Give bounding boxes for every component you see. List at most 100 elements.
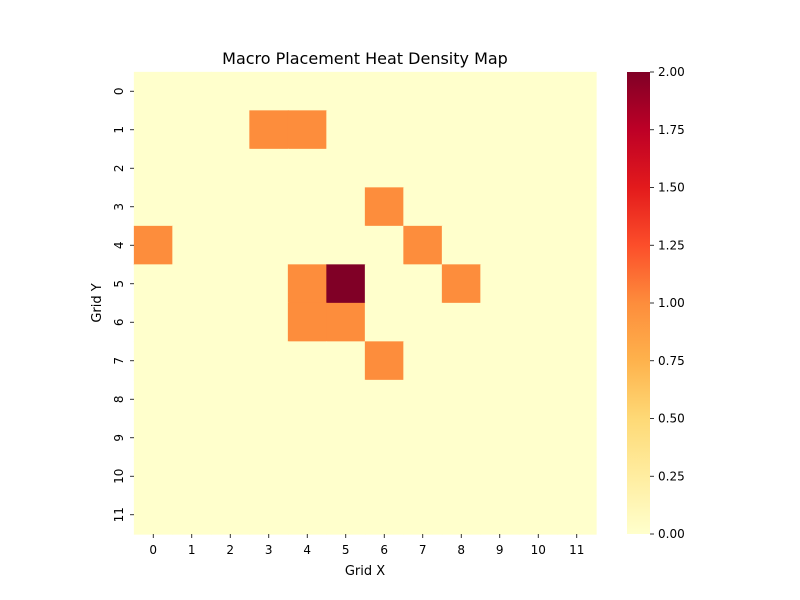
heatmap-cell (557, 341, 597, 381)
x-tick-label: 6 (380, 543, 388, 557)
heatmap-cell (210, 187, 251, 227)
heatmap-cell (172, 71, 212, 112)
heatmap-cell (557, 71, 597, 112)
heatmap-cell (518, 264, 559, 304)
heatmap-cell (210, 302, 251, 343)
heatmap-cell (172, 110, 212, 150)
heatmap-cell (557, 187, 597, 227)
heatmap-cell (172, 418, 212, 458)
heatmap-cell (133, 187, 174, 227)
heatmap-cell (326, 379, 366, 420)
heatmap-cell (287, 110, 328, 150)
y-tick-label: 6 (112, 318, 126, 326)
heatmap-cell (557, 264, 597, 304)
heatmap-cell (518, 341, 559, 381)
colorbar-tick-label: 1.25 (658, 238, 685, 252)
heatmap-cell (326, 264, 366, 304)
heatmap-cell (249, 71, 289, 112)
y-tick-label: 0 (112, 87, 126, 95)
heatmap-cell (403, 71, 443, 112)
heatmap-cell (557, 302, 597, 343)
y-tick-label: 4 (112, 241, 126, 249)
heatmap-cell (403, 341, 443, 381)
heatmap-cell (133, 302, 174, 343)
x-tick-label: 3 (265, 543, 273, 557)
heatmap-cell (403, 148, 443, 189)
heatmap-cell (326, 148, 366, 189)
heatmap-cell (133, 264, 174, 304)
heatmap-cell (518, 379, 559, 420)
colorbar-tick-label: 0.75 (658, 354, 685, 368)
y-tick-label: 9 (112, 434, 126, 442)
x-tick-label: 8 (457, 543, 465, 557)
heatmap-cell (480, 418, 520, 458)
heatmap-cell (210, 456, 251, 497)
heatmap-cell (518, 456, 559, 497)
colorbar-axis: 0.00 0.25 0.50 0.75 1.00 1.25 1.50 1.75 2.00 (650, 65, 685, 541)
heatmap-cell (557, 456, 597, 497)
y-tick-label: 10 (112, 469, 126, 484)
heatmap-cell (364, 379, 405, 420)
heatmap-cell (441, 456, 482, 497)
heatmap-cell (326, 110, 366, 150)
heatmap-cell (326, 225, 366, 266)
heatmap-cell (249, 302, 289, 343)
x-tick-label: 9 (496, 543, 504, 557)
heatmap-cell (480, 341, 520, 381)
heatmap-cell (249, 341, 289, 381)
heatmap-cell (133, 110, 174, 150)
heatmap-cell (364, 418, 405, 458)
heatmap-cell (287, 456, 328, 497)
heatmap-cell (249, 418, 289, 458)
heatmap-cell (557, 379, 597, 420)
heatmap-cell (441, 379, 482, 420)
heatmap-cell (172, 225, 212, 266)
heatmap-cell (557, 225, 597, 266)
heatmap-cell (364, 148, 405, 189)
heatmap-cell (403, 187, 443, 227)
heatmap-cell (480, 225, 520, 266)
heatmap-cell (133, 225, 174, 266)
heatmap-cell (403, 225, 443, 266)
heatmap-cell (480, 456, 520, 497)
heatmap-cell (364, 187, 405, 227)
heatmap-cell (287, 379, 328, 420)
heatmap-cell (172, 187, 212, 227)
heatmap-cell (480, 302, 520, 343)
heatmap-cell (210, 71, 251, 112)
x-axis: 0 1 2 3 4 5 6 7 8 9 10 11 (149, 534, 584, 557)
heatmap-cell (133, 71, 174, 112)
heatmap-cell (364, 71, 405, 112)
heatmap-cell (403, 110, 443, 150)
heatmap-cell (441, 148, 482, 189)
heatmap-cell (480, 71, 520, 112)
heatmap-cell (403, 495, 443, 535)
heatmap-cell (210, 148, 251, 189)
heatmap-cell (364, 110, 405, 150)
colorbar-tick-label: 0.25 (658, 469, 685, 483)
heatmap-cell (364, 264, 405, 304)
heatmap-cell (403, 456, 443, 497)
heatmap-cell (518, 302, 559, 343)
colorbar-tick-label: 1.50 (658, 181, 685, 195)
heatmap-cell (172, 495, 212, 535)
heatmap-cell (557, 148, 597, 189)
heatmap-cell (172, 148, 212, 189)
heatmap-cell (364, 495, 405, 535)
heatmap-cell (210, 495, 251, 535)
heatmap-cell (326, 495, 366, 535)
heatmap-cell (557, 418, 597, 458)
y-tick-label: 7 (112, 357, 126, 365)
heatmap-cell (133, 418, 174, 458)
heatmap-cell (133, 341, 174, 381)
heatmap-cell (518, 71, 559, 112)
heatmap-cell (441, 225, 482, 266)
heatmap-cell (249, 379, 289, 420)
heatmap-cell (172, 302, 212, 343)
heatmap-cell (210, 341, 251, 381)
heatmap-cell (210, 379, 251, 420)
y-tick-label: 8 (112, 395, 126, 403)
heatmap-cell (480, 148, 520, 189)
heatmap-cell (441, 110, 482, 150)
